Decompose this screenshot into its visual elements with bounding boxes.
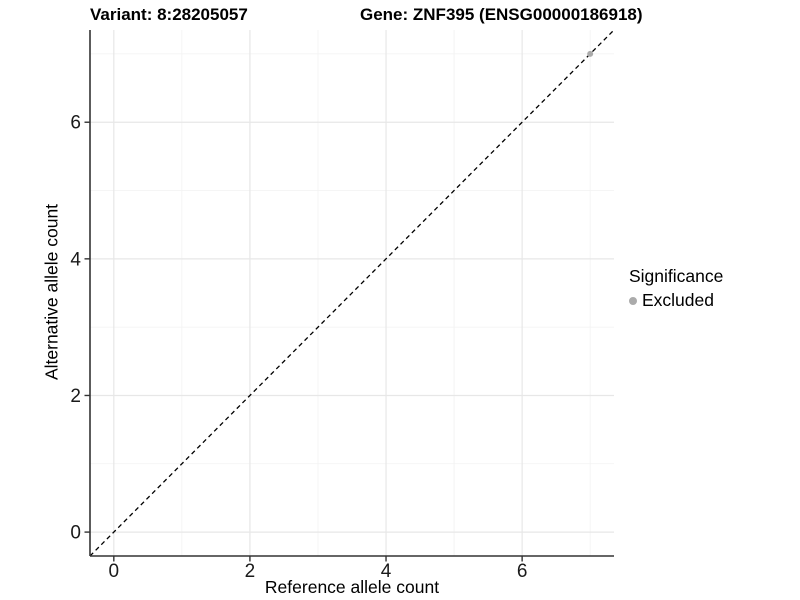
plot-title-gene: Gene: ZNF395 (ENSG00000186918) [360, 5, 643, 24]
y-axis-title: Alternative allele count [41, 203, 62, 381]
x-tick-label: 2 [245, 561, 256, 582]
legend-item-excluded: Excluded [629, 290, 723, 311]
data-point [587, 50, 594, 57]
y-tick-label: 4 [70, 249, 81, 270]
legend-point-icon [629, 296, 637, 305]
legend-item-label: Excluded [642, 290, 714, 310]
identity-line [89, 29, 615, 557]
x-tick-label: 4 [381, 561, 392, 582]
y-tick-label: 0 [70, 523, 81, 544]
x-tick-label: 0 [109, 561, 120, 582]
y-tick-label: 2 [70, 386, 81, 407]
legend-title: Significance [629, 266, 724, 286]
x-tick-label: 6 [517, 561, 528, 582]
plot-title-variant: Variant: 8:28205057 [90, 5, 248, 24]
x-axis-title: Reference allele count [264, 577, 440, 597]
y-tick-label: 6 [70, 113, 81, 134]
legend: Significance Excluded [629, 266, 723, 311]
